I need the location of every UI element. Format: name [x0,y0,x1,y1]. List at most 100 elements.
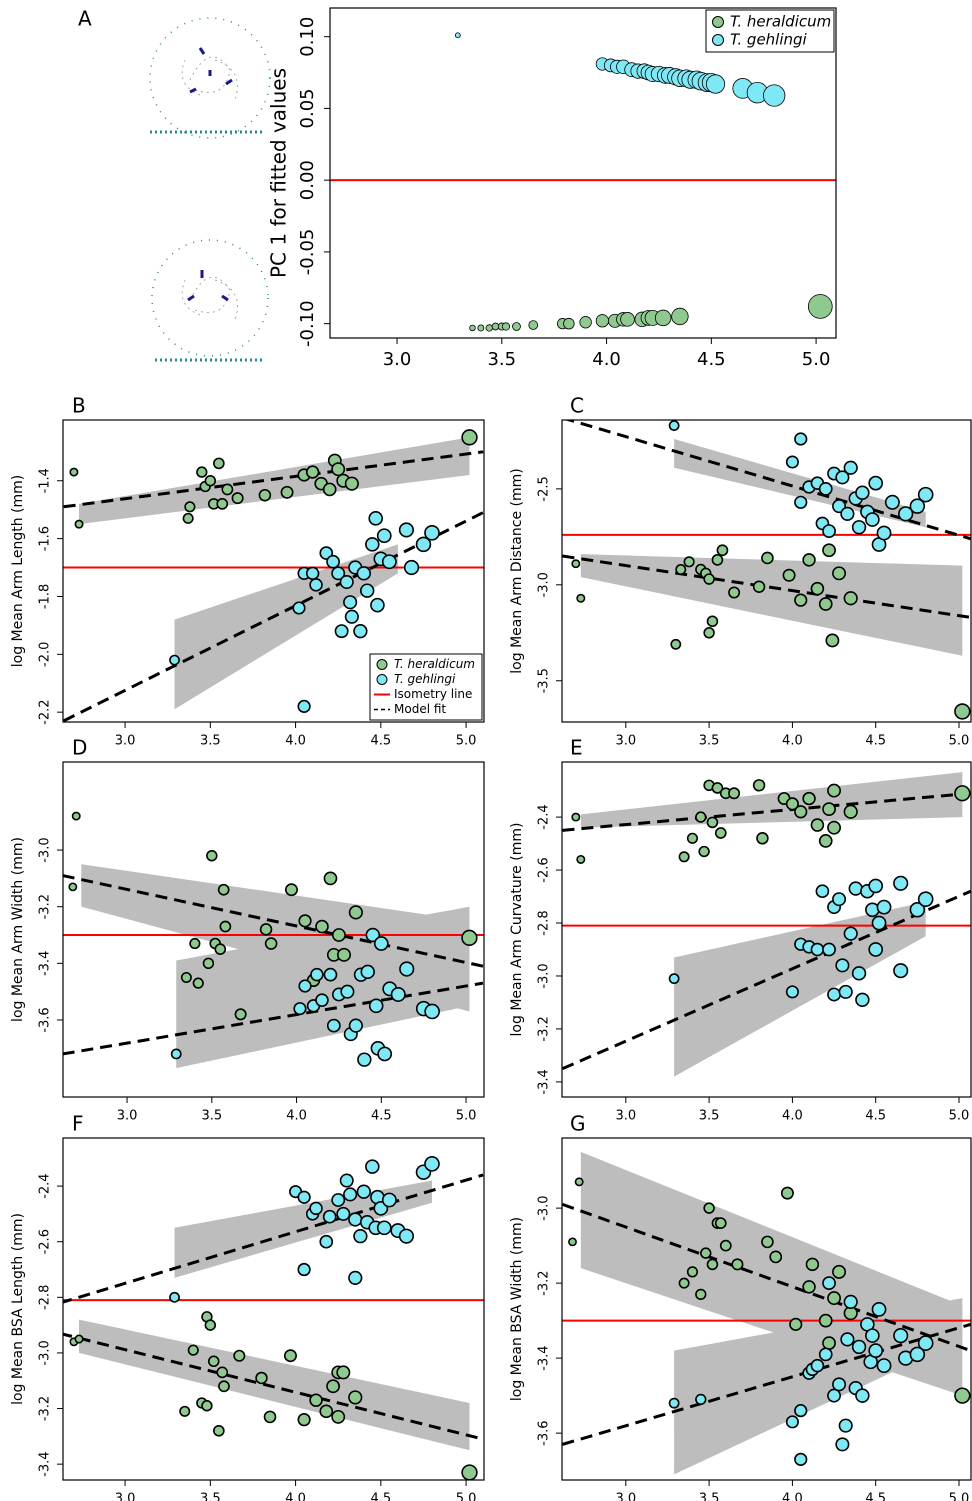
data-point [853,1340,866,1353]
y-tick-label: -3.2 [537,1270,552,1295]
data-point [222,484,232,494]
x-tick-label: 3.5 [200,734,221,749]
data-point [170,1293,179,1302]
data-point [729,587,739,597]
y-tick-label: -3.0 [38,837,53,862]
schematic-marks [190,48,232,92]
y-tick-label: 0.05 [297,88,318,128]
y-tick-label: -2.8 [537,910,552,935]
x-tick-label: 3.0 [383,349,412,370]
legend-label: T. heraldicum [394,657,475,671]
data-point [69,883,76,890]
data-point [327,1380,339,1392]
data-point [707,616,717,626]
legend-marker [713,35,724,46]
data-point [183,514,192,523]
y-tick-label: -3.0 [537,572,552,597]
data-point [185,502,194,511]
data-point [369,512,382,525]
data-point [357,567,370,580]
data-point [688,1267,698,1277]
legend-label: T. gehlingi [394,672,456,686]
data-point [375,937,388,950]
plot-area [60,1157,484,1480]
x-tick-label: 4.0 [592,349,621,370]
x-tick-label: 3.0 [115,734,136,749]
data-point [298,1191,310,1203]
data-point [732,1259,742,1269]
data-point [392,988,405,1001]
data-point [294,1003,306,1015]
data-point [795,496,807,508]
data-point [400,962,414,976]
data-point [853,967,866,980]
data-point [823,803,835,815]
data-point [828,784,840,796]
plot-area [562,418,971,719]
y-tick-label: -3.0 [537,1195,552,1220]
schematic-outline [150,18,270,138]
data-point [849,882,862,895]
data-point [803,554,815,566]
data-point [811,1360,823,1372]
data-point [332,463,344,475]
y-tick-label: -2.5 [537,476,552,501]
data-point [332,1194,344,1206]
data-point [265,1411,276,1422]
data-point [344,1188,357,1201]
y-tick-label: -2.4 [38,1173,53,1198]
data-point [462,430,477,445]
x-tick-label: 4.0 [285,734,306,749]
data-point [816,885,828,897]
data-point [383,1193,396,1206]
legend-label: Model fit [394,702,446,716]
data-point [349,1391,362,1404]
data-point [919,892,933,906]
data-point [721,1241,731,1251]
data-point [894,877,908,891]
data-point [866,513,879,526]
data-point [688,833,698,843]
data-point [502,323,509,330]
data-point [869,879,882,892]
data-point [259,490,270,501]
data-point [577,595,584,602]
data-point [462,930,477,945]
legend-marker [377,675,387,685]
data-point [324,969,336,981]
data-point [955,1388,970,1403]
data-point [770,1251,781,1262]
data-point [346,477,359,490]
data-point [371,599,384,612]
data-point [299,915,311,927]
data-point [707,1259,717,1269]
data-point [400,1229,414,1243]
data-point [529,321,538,330]
data-point [209,1356,219,1366]
data-point [575,1178,582,1185]
data-point [217,499,227,509]
data-point [354,625,367,638]
data-point [808,294,832,318]
data-point [716,1218,726,1228]
data-point [383,555,396,568]
data-point [823,943,835,955]
data-point [338,949,350,961]
data-point [699,847,709,857]
data-point [787,986,798,997]
x-tick-label: 4.0 [782,734,803,749]
data-point [790,1319,802,1331]
data-point [676,565,685,574]
y-tick-label: 0.00 [297,160,318,200]
x-tick-label: 5.0 [456,734,477,749]
data-point [763,85,785,107]
data-point [234,1351,244,1361]
data-point [811,819,823,831]
data-point [316,994,328,1006]
data-point [820,1315,832,1327]
legend: T. heraldicumT. gehlingiIsometry lineMod… [370,654,482,720]
data-point [844,805,857,818]
data-point [455,33,460,38]
legend-label: Isometry line [394,687,472,701]
